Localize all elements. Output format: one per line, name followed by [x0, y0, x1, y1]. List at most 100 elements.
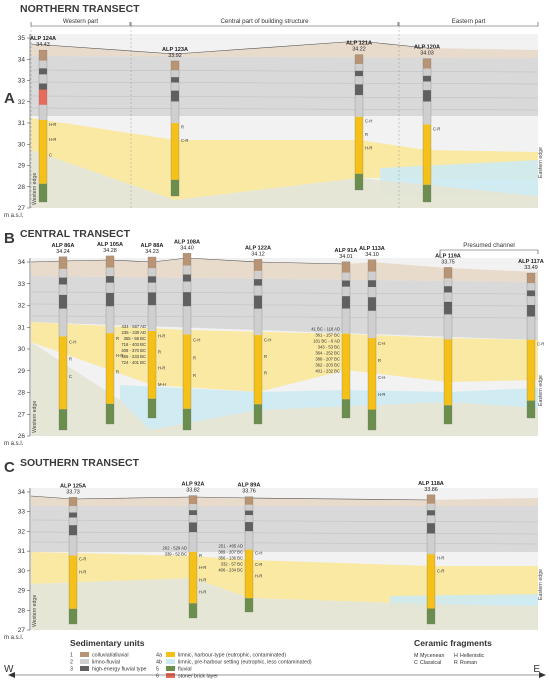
core-segment [69, 512, 77, 518]
stratum-band [31, 258, 538, 282]
core-elevation: 34.03 [420, 51, 434, 57]
core-segment [69, 608, 77, 624]
core-segment [148, 305, 156, 332]
core-segment [183, 292, 191, 307]
core-name: ALP 118A [418, 481, 444, 487]
core-segment [342, 286, 350, 297]
y-tick-label: 34 [18, 56, 26, 63]
ceramic-code: C [414, 660, 418, 666]
legend-label: limno-fluvial [92, 660, 120, 666]
core-elevation: 34.24 [56, 249, 70, 255]
eastern-edge-label: Eastern edge [538, 375, 544, 406]
section-title: SOUTHERN TRANSECT [20, 457, 140, 469]
core-segment [148, 292, 156, 306]
stratum-line [30, 315, 539, 319]
y-tick-label: 32 [18, 303, 26, 310]
radiocarbon-date: 235 - 330 AD [122, 330, 146, 335]
core-segment [342, 296, 350, 309]
core-segment [342, 308, 350, 334]
y-tick-label: 28 [18, 607, 26, 614]
y-tick-label: 33 [18, 78, 26, 85]
core-segment [148, 256, 156, 269]
core-segment [427, 515, 435, 524]
core-segment [245, 522, 253, 532]
radiocarbon-date: 362 - 203 BC [315, 363, 340, 368]
legend-label: fluvial [178, 667, 192, 673]
y-tick-label: 33 [18, 281, 26, 288]
core-segment [423, 101, 431, 125]
transect-b: B CENTRAL TRANSECT 34 33 32 31 30 29 28 27 26m a.s… [4, 228, 544, 447]
core-segment [59, 409, 67, 430]
radiocarbon-date: 262 - 529 AD [163, 545, 187, 550]
core-segment [183, 265, 191, 275]
y-axis-unit: m a.s.l. [4, 635, 24, 641]
ceramic-fragment: C [69, 374, 72, 379]
section-letter: C [4, 459, 15, 476]
core-outline [426, 494, 436, 625]
core-segment [368, 338, 376, 410]
core-segment [189, 551, 197, 604]
core-segment [148, 398, 156, 418]
core-outline [38, 49, 48, 203]
channel-label: Presumed channel [463, 242, 515, 249]
ceramic-fragment: C-H [365, 118, 372, 123]
core-segment [423, 75, 431, 82]
stratum-band [31, 150, 538, 208]
stratum-line [30, 291, 539, 295]
radiocarbon-date: 388 - 207 BC [315, 357, 340, 362]
core-segment [106, 403, 114, 424]
transect-c: C SOUTHERN TRANSECT 34 33 32 31 30 29 28 27m a.s.… [4, 457, 544, 641]
core-segment [183, 334, 191, 409]
core-segment [183, 281, 191, 293]
y-tick-label: 29 [18, 588, 26, 595]
y-tick-label: 29 [18, 163, 26, 170]
core-segment [106, 333, 114, 404]
western-edge-label: Western edge [32, 173, 38, 205]
core-segment [39, 60, 47, 69]
core-segment [423, 124, 431, 185]
radiocarbon-date: 724 - 401 BC [121, 360, 146, 365]
stone-layer [39, 89, 47, 105]
eastern-edge-label: Eastern edge [538, 569, 544, 600]
core-name: ALP 119A [435, 253, 461, 259]
radiocarbon-date: 716 - 403 BC [121, 342, 146, 347]
core-segment [527, 316, 535, 340]
core-elevation: 34.10 [365, 252, 379, 258]
radiocarbon-date: 465 - 233 BC [121, 354, 146, 359]
core-segment [245, 531, 253, 550]
core-segment [423, 81, 431, 91]
core-segment [342, 333, 350, 400]
core-segment [444, 405, 452, 424]
core-segment [245, 510, 253, 516]
core-segment [148, 282, 156, 293]
core-segment [245, 549, 253, 599]
ceramic-fragment: R [378, 358, 381, 363]
core-segment [444, 267, 452, 279]
ceramic-fragment: R [116, 370, 119, 375]
section-title: CENTRAL TRANSECT [20, 228, 131, 240]
core-name: ALP 113A [359, 246, 385, 252]
ceramic-fragment: C-R [255, 562, 262, 567]
stratum-line [30, 303, 539, 307]
legend-title: Sedimentary units [70, 638, 145, 648]
stratum-band [31, 56, 538, 116]
legend-swatch [80, 666, 89, 671]
ceramic-fragment: H-R [437, 555, 444, 560]
ceramic-fragment: C-R [433, 126, 440, 131]
ceramic-fragment: C-H [255, 550, 262, 555]
y-tick-label: 27 [18, 411, 26, 418]
radiocarbon-date: 406 - 234 BC [218, 567, 243, 572]
east-arrow-icon [539, 672, 546, 678]
section-letter: B [4, 230, 15, 247]
ceramic-fragment: R [199, 553, 202, 558]
core-segment [444, 339, 452, 406]
core-segment [355, 54, 363, 65]
core-segment [527, 304, 535, 317]
ceramic-label: Roman [460, 660, 477, 666]
y-tick-label: 32 [18, 528, 26, 535]
core-elevation: 33.86 [424, 487, 438, 493]
ceramic-code: R [454, 660, 458, 666]
